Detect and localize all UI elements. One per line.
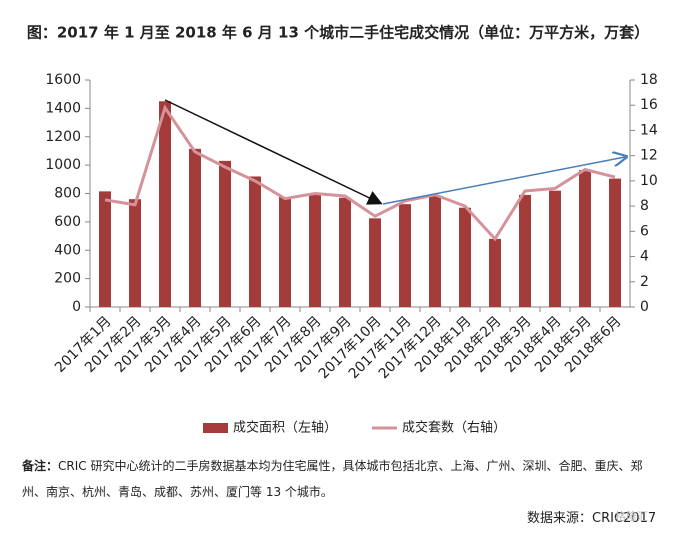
y2-tick-label: 8	[640, 198, 649, 214]
watermark: 格隆汇	[615, 510, 648, 523]
bar	[609, 178, 621, 307]
y-tick-label: 800	[54, 186, 81, 202]
y-tick-label: 200	[54, 271, 81, 287]
y-tick-label: 400	[54, 242, 81, 258]
bar	[459, 207, 471, 307]
y2-tick-label: 4	[640, 249, 649, 265]
bar	[129, 199, 141, 307]
bar	[279, 197, 291, 307]
legend-swatch	[203, 423, 228, 433]
legend-label: 成交套数（右轴）	[402, 420, 506, 436]
y-tick-label: 600	[54, 214, 81, 230]
trend-arrow	[382, 157, 625, 205]
bar	[249, 176, 261, 307]
y2-tick-label: 14	[640, 122, 658, 138]
note-text: CRIC 研究中心统计的二手房数据基本均为住宅属性，具体城市包括北京、上海、广州…	[22, 459, 643, 499]
bar	[219, 160, 231, 307]
trend-arrow	[164, 99, 383, 205]
bar	[399, 204, 411, 307]
line	[104, 104, 616, 242]
bar	[309, 193, 321, 307]
chart: 图：2017 年 1 月至 2018 年 6 月 13 个城市二手住宅成交情况（…	[27, 24, 658, 436]
note: 备注：CRIC 研究中心统计的二手房数据基本均为住宅属性，具体城市包括北京、上海…	[22, 453, 662, 505]
y2-tick-label: 16	[640, 97, 658, 113]
y2-tick-label: 10	[640, 173, 658, 189]
y-tick-label: 0	[72, 299, 81, 315]
bar	[369, 218, 381, 307]
bar	[519, 194, 531, 307]
bar	[489, 238, 501, 307]
legend-label: 成交面积（左轴）	[233, 420, 337, 436]
bar	[579, 170, 591, 307]
y-tick-label: 1200	[45, 129, 81, 145]
bar	[99, 191, 111, 307]
source: 数据来源：CRIC2017	[527, 511, 657, 526]
y-tick-label: 1000	[45, 157, 81, 173]
y-tick-label: 1600	[45, 72, 81, 88]
y2-tick-label: 18	[640, 72, 658, 88]
y2-tick-label: 2	[640, 274, 649, 290]
y2-tick-label: 0	[640, 299, 649, 315]
y-tick-label: 1400	[45, 100, 81, 116]
chart-title: 图：2017 年 1 月至 2018 年 6 月 13 个城市二手住宅成交情况（…	[27, 24, 649, 42]
note-label: 备注：	[22, 459, 59, 473]
bar	[159, 101, 171, 307]
y2-tick-label: 6	[640, 223, 649, 239]
bar	[549, 190, 561, 307]
bar	[429, 195, 441, 307]
bar	[339, 197, 351, 307]
y2-tick-label: 12	[640, 148, 658, 164]
bar	[189, 148, 201, 307]
